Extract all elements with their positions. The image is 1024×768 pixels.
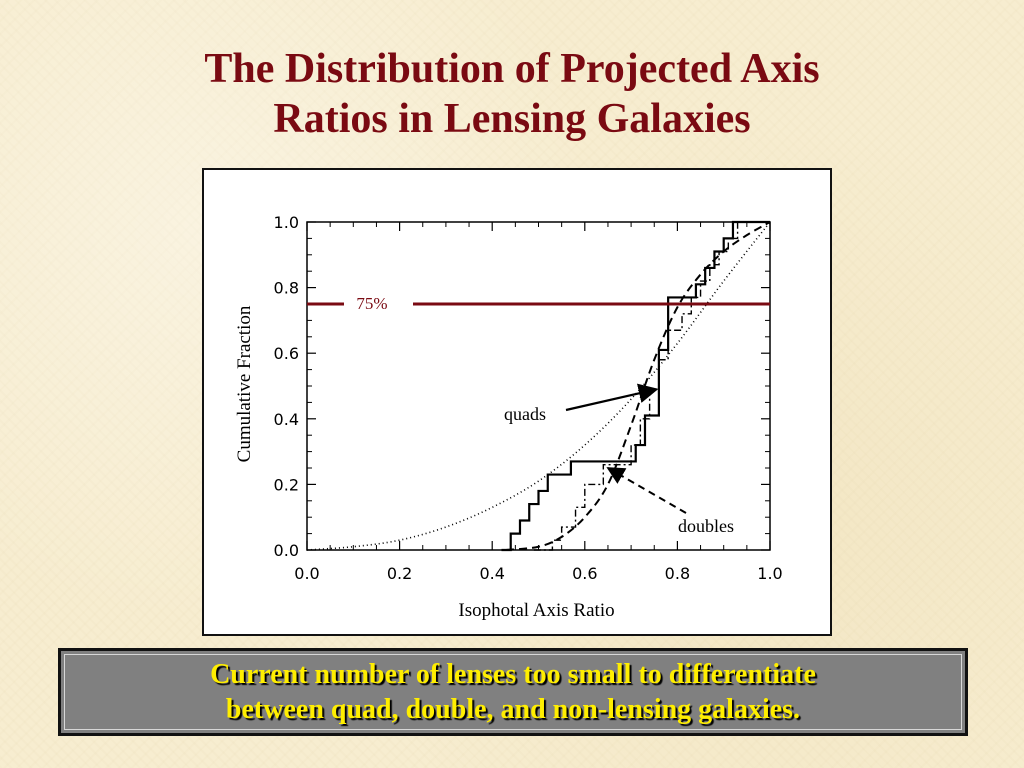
x-tick-label: 1.0	[757, 564, 782, 583]
slide-title-line-1: The Distribution of Projected Axis	[204, 46, 820, 92]
quads-arrow	[565, 383, 659, 412]
threshold-label: 75%	[356, 294, 387, 313]
slide-title: The Distribution of Projected Axis Ratio…	[60, 44, 964, 144]
x-axis-label: Isophotal Axis Ratio	[458, 600, 614, 621]
cumulative-fraction-chart: 0.0 0.2 0.4 0.6 0.8 1.0 0.0 0.2 0.4 0.6 0.8 1.0 Isop…	[234, 213, 783, 621]
caption-line-2: between quad, double, and non-lensing ga…	[225, 694, 801, 725]
x-tick-label: 0.6	[572, 564, 597, 583]
y-tick-label: 0.8	[274, 279, 299, 298]
caption-text: Current number of lenses too small to di…	[210, 657, 816, 727]
y-tick-label: 0.2	[274, 475, 299, 494]
caption-line-1: Current number of lenses too small to di…	[210, 659, 816, 690]
y-tick-label: 0.6	[274, 344, 299, 363]
y-tick-label: 0.4	[274, 410, 299, 429]
x-tick-label: 0.8	[665, 564, 690, 583]
series-dash-dot-step-line	[533, 221, 770, 551]
quads-annotation-label: quads	[504, 404, 546, 424]
y-axis-label: Cumulative Fraction	[234, 305, 255, 462]
x-tick-label: 0.2	[387, 564, 412, 583]
x-tick-label: 0.4	[479, 564, 504, 583]
series-dotted-line	[306, 221, 771, 551]
series-dashed-line	[505, 221, 771, 551]
x-tick-label: 0.0	[294, 564, 319, 583]
y-tick-label: 0.0	[274, 541, 299, 560]
slide-title-line-2: Ratios in Lensing Galaxies	[273, 96, 751, 142]
caption-box: Current number of lenses too small to di…	[58, 648, 968, 736]
doubles-annotation-label: doubles	[678, 516, 734, 536]
doubles-arrow	[606, 467, 687, 514]
series-solid-step-line	[501, 220, 770, 552]
chart-frame: 0.0 0.2 0.4 0.6 0.8 1.0 0.0 0.2 0.4 0.6 0.8 1.0 Isop…	[202, 168, 832, 636]
y-tick-label: 1.0	[274, 213, 299, 232]
